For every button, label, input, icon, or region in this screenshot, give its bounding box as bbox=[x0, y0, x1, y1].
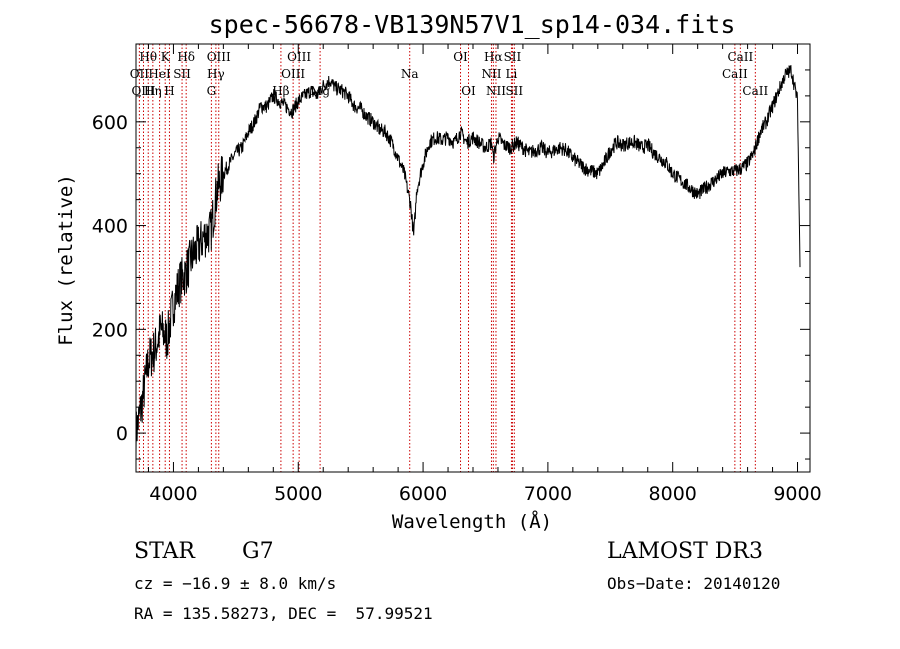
line-label: Na bbox=[401, 67, 419, 81]
line-label: Hα bbox=[484, 50, 503, 64]
spectrum-line bbox=[135, 65, 801, 457]
line-label: K bbox=[161, 50, 171, 64]
line-label: OI bbox=[453, 50, 468, 64]
line-label: SII bbox=[505, 84, 523, 98]
line-label: CaII bbox=[727, 50, 753, 64]
coordinates: RA = 135.58273, DEC = 57.99521 bbox=[134, 604, 433, 623]
x-axis-label: Wavelength (Å) bbox=[392, 510, 552, 533]
y-axis-label: Flux (relative) bbox=[55, 174, 77, 346]
line-label: NII bbox=[481, 67, 501, 81]
line-label: CaII bbox=[722, 67, 748, 81]
y-tick-label: 600 bbox=[92, 112, 128, 134]
redshift-velocity: cz = −16.9 ± 8.0 km/s bbox=[134, 574, 337, 593]
line-label: OIII bbox=[131, 84, 155, 98]
x-tick-label: 4000 bbox=[149, 483, 197, 505]
line-label: OII bbox=[130, 67, 150, 81]
line-label: OI bbox=[461, 84, 476, 98]
object-class: STAR bbox=[134, 539, 195, 564]
line-label: HeI bbox=[148, 67, 171, 81]
line-label: Hη bbox=[144, 84, 162, 98]
survey-name: LAMOST DR3 bbox=[607, 539, 763, 564]
y-tick-label: 400 bbox=[92, 216, 128, 238]
chart-title: spec-56678-VB139N57V1_sp14-034.fits bbox=[209, 10, 736, 39]
line-label: Hγ bbox=[207, 67, 225, 81]
line-label: NII bbox=[486, 84, 506, 98]
axis-ticks: 4000 5000 6000 7000 8000 9000 0 200 400 600 bbox=[92, 44, 822, 505]
plot-frame bbox=[135, 43, 811, 473]
object-subclass: G7 bbox=[242, 539, 274, 564]
line-label: CaII bbox=[742, 84, 768, 98]
line-label: OIII bbox=[287, 50, 311, 64]
emission-line-markers bbox=[138, 44, 756, 472]
line-label: OIII bbox=[207, 50, 231, 64]
line-label: Hδ bbox=[177, 50, 195, 64]
x-tick-label: 6000 bbox=[399, 483, 447, 505]
line-label: H bbox=[164, 84, 174, 98]
x-tick-label: 5000 bbox=[274, 483, 322, 505]
observation-date: Obs−Date: 20140120 bbox=[607, 574, 781, 593]
line-label: SII bbox=[504, 50, 522, 64]
line-label: Hθ bbox=[139, 50, 157, 64]
y-tick-label: 0 bbox=[116, 423, 128, 445]
y-tick-label: 200 bbox=[92, 319, 128, 341]
x-tick-label: 7000 bbox=[524, 483, 572, 505]
line-label: SII bbox=[173, 67, 191, 81]
line-label: OIII bbox=[281, 67, 305, 81]
line-label: Li bbox=[506, 67, 518, 81]
line-label: G bbox=[207, 84, 217, 98]
x-tick-label: 8000 bbox=[649, 483, 697, 505]
x-tick-label: 9000 bbox=[773, 483, 821, 505]
